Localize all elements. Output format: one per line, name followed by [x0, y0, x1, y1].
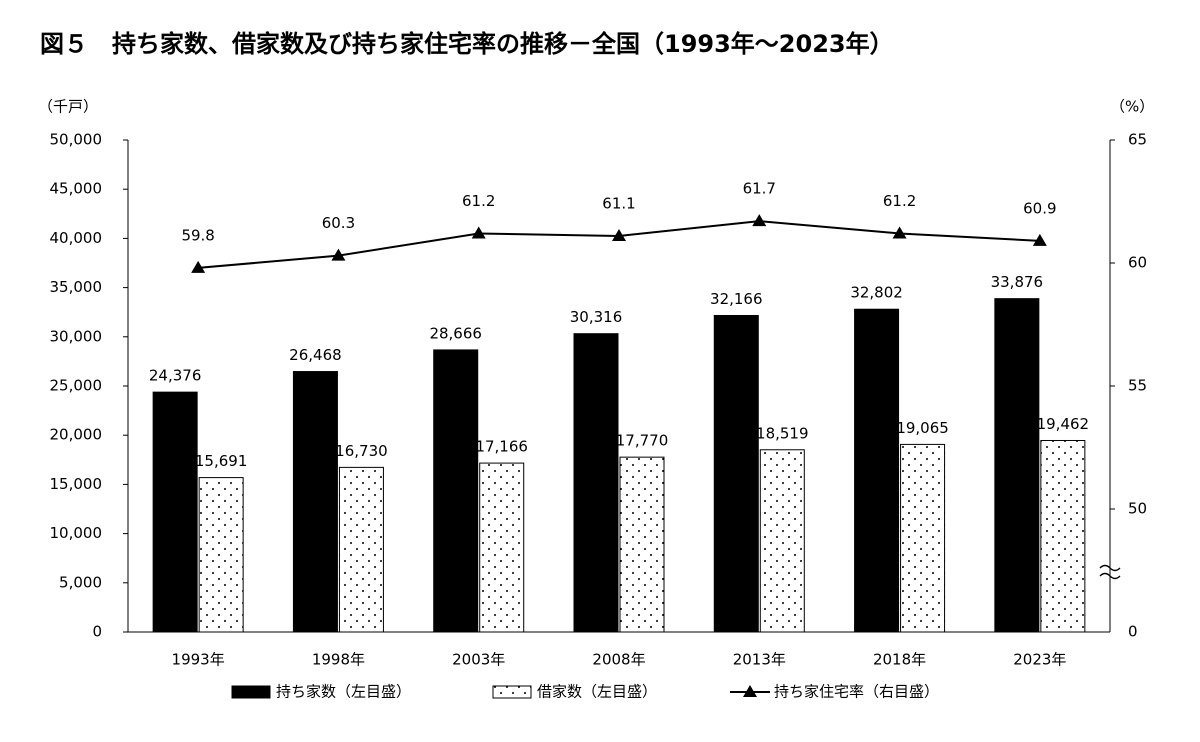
data-label: 28,666: [429, 324, 482, 342]
bar: [292, 371, 338, 633]
data-label: 59.8: [181, 226, 214, 244]
data-label: 30,316: [570, 308, 623, 326]
y-tick-label: 50,000: [50, 131, 103, 149]
bar: [433, 349, 479, 633]
y-tick-label: 25,000: [50, 377, 103, 395]
data-label: 33,876: [991, 273, 1044, 291]
y-tick-label: 20,000: [50, 426, 103, 444]
x-tick-label: 2003年: [452, 651, 505, 669]
line-marker: [752, 214, 767, 227]
legend-swatch: [743, 685, 757, 697]
data-label: 16,730: [335, 442, 388, 460]
y-tick-label: 30,000: [50, 327, 103, 345]
axis-break: [1099, 564, 1121, 572]
data-label: 61.7: [743, 180, 776, 198]
x-tick-label: 2018年: [873, 651, 926, 669]
x-tick-label: 1993年: [172, 651, 225, 669]
bar: [479, 462, 525, 633]
bar: [900, 443, 946, 633]
axis-break: [1099, 572, 1121, 580]
bar: [198, 477, 244, 633]
y2-tick-label: 55: [1128, 377, 1147, 395]
data-label: 32,166: [710, 290, 763, 308]
y-tick-label: 40,000: [50, 229, 103, 247]
y2-tick-label: 0: [1128, 623, 1138, 641]
x-tick-label: 2023年: [1013, 651, 1066, 669]
data-label: 61.2: [462, 192, 495, 210]
y2-tick-label: 65: [1128, 131, 1147, 149]
legend-swatch: [492, 685, 532, 699]
data-label: 61.2: [883, 192, 916, 210]
bar: [338, 466, 384, 633]
y-tick-label: 10,000: [50, 524, 103, 542]
x-tick-label: 2013年: [733, 651, 786, 669]
bar: [854, 308, 900, 633]
y-tick-label: 15,000: [50, 475, 103, 493]
x-tick-label: 1998年: [312, 651, 365, 669]
data-label: 17,770: [616, 432, 669, 450]
data-label: 19,462: [1037, 415, 1090, 433]
y-tick-label: 0: [92, 623, 102, 641]
data-label: 15,691: [195, 452, 248, 470]
legend-swatch: [231, 685, 271, 699]
data-label: 24,376: [149, 367, 202, 385]
chart-title: 図５ 持ち家数、借家数及び持ち家住宅率の推移－全国（1993年～2023年）: [40, 30, 894, 58]
legend-label: 持ち家住宅率（右目盛）: [774, 683, 939, 701]
line-marker: [191, 260, 206, 273]
y-axis-unit: （千戸）: [38, 98, 98, 116]
x-tick-label: 2008年: [592, 651, 645, 669]
data-label: 61.1: [602, 194, 635, 212]
line-marker: [892, 226, 907, 239]
data-label: 60.9: [1023, 199, 1056, 217]
y2-tick-label: 60: [1128, 254, 1147, 272]
line-marker: [471, 226, 486, 239]
y-tick-label: 35,000: [50, 278, 103, 296]
legend-label: 借家数（左目盛）: [537, 683, 657, 701]
bar: [994, 298, 1040, 633]
line-marker: [612, 228, 626, 241]
data-label: 19,065: [896, 419, 949, 437]
bar: [713, 314, 759, 633]
data-label: 60.3: [322, 214, 355, 232]
bar: [1040, 439, 1086, 633]
line-marker: [1032, 233, 1047, 246]
data-label: 18,519: [756, 424, 809, 442]
y-tick-label: 5,000: [59, 573, 102, 591]
bar: [759, 449, 805, 633]
bar: [619, 456, 665, 633]
legend-label: 持ち家数（左目盛）: [276, 683, 411, 701]
y2-tick-label: 50: [1128, 500, 1147, 518]
data-label: 26,468: [289, 346, 342, 364]
y2-axis-unit: （%）: [1110, 98, 1154, 116]
y-tick-label: 45,000: [50, 180, 103, 198]
bar: [573, 333, 619, 633]
line-marker: [331, 248, 346, 261]
bar: [152, 391, 198, 633]
data-label: 32,802: [850, 284, 903, 302]
data-label: 17,166: [475, 438, 528, 456]
